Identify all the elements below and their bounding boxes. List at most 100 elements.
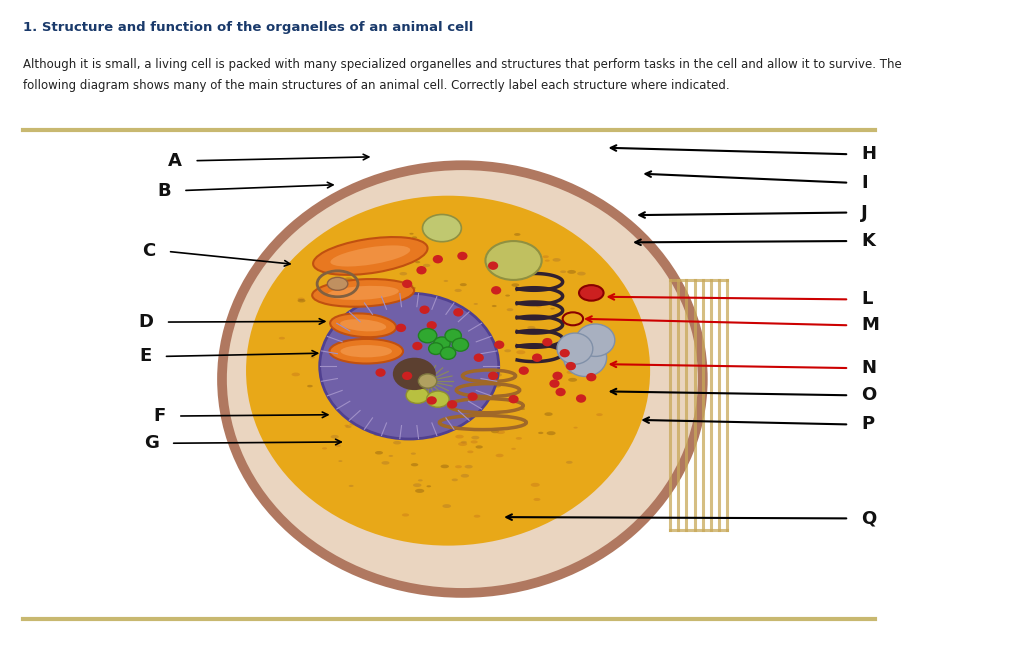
Ellipse shape [422,264,431,267]
Ellipse shape [440,227,444,229]
Ellipse shape [436,386,442,389]
Ellipse shape [504,349,512,353]
Ellipse shape [542,255,549,258]
Ellipse shape [402,513,409,516]
Ellipse shape [564,339,607,376]
Ellipse shape [448,376,453,379]
Ellipse shape [328,362,338,365]
Ellipse shape [516,437,522,440]
Ellipse shape [455,465,462,469]
Ellipse shape [390,375,398,378]
Ellipse shape [552,258,561,262]
Ellipse shape [407,357,414,360]
Ellipse shape [527,326,535,330]
Ellipse shape [396,324,406,332]
Ellipse shape [574,426,578,428]
Ellipse shape [517,350,526,354]
Ellipse shape [481,350,489,354]
Ellipse shape [533,498,540,501]
Ellipse shape [434,337,450,350]
Ellipse shape [492,305,496,307]
Ellipse shape [512,448,516,450]
Ellipse shape [550,308,554,310]
Ellipse shape [474,303,478,305]
Ellipse shape [532,353,542,362]
Ellipse shape [531,483,540,487]
Ellipse shape [444,280,448,282]
Ellipse shape [568,378,577,382]
Ellipse shape [380,356,387,359]
Ellipse shape [480,362,485,364]
Ellipse shape [464,465,473,469]
Text: D: D [138,313,153,331]
Ellipse shape [375,451,383,454]
Ellipse shape [345,424,349,426]
Ellipse shape [459,283,466,286]
Ellipse shape [464,382,471,385]
Ellipse shape [462,367,472,371]
Ellipse shape [453,351,459,354]
Ellipse shape [545,260,549,262]
Text: C: C [142,242,155,260]
Ellipse shape [406,388,429,403]
Ellipse shape [508,395,519,403]
Text: E: E [139,347,151,365]
Ellipse shape [370,378,374,380]
Ellipse shape [494,341,504,349]
Ellipse shape [576,324,615,356]
Ellipse shape [472,436,480,439]
Ellipse shape [381,435,386,437]
Ellipse shape [372,246,380,249]
Ellipse shape [488,262,498,270]
Ellipse shape [222,165,703,593]
Ellipse shape [345,277,353,281]
Ellipse shape [340,341,345,344]
Ellipse shape [468,393,478,400]
Ellipse shape [567,371,574,374]
Ellipse shape [491,430,499,434]
Ellipse shape [449,372,455,375]
Ellipse shape [428,222,436,226]
Ellipse shape [510,410,516,411]
Ellipse shape [375,368,386,377]
Ellipse shape [515,233,521,236]
Ellipse shape [506,308,514,311]
Ellipse shape [425,358,432,361]
Ellipse shape [399,363,405,365]
Text: L: L [861,290,873,308]
Ellipse shape [458,442,468,446]
Ellipse shape [598,325,603,327]
Ellipse shape [544,412,552,416]
Text: J: J [861,203,869,222]
Ellipse shape [400,297,408,301]
Text: F: F [153,407,166,425]
Ellipse shape [343,364,350,367]
Ellipse shape [462,364,470,367]
Ellipse shape [522,246,529,249]
Ellipse shape [470,327,478,330]
Ellipse shape [330,435,339,439]
Ellipse shape [566,461,573,464]
Ellipse shape [480,411,486,414]
Ellipse shape [399,272,407,275]
Ellipse shape [374,373,382,375]
Ellipse shape [457,382,465,386]
Ellipse shape [452,373,457,376]
Ellipse shape [349,329,356,332]
Circle shape [327,277,348,290]
Ellipse shape [343,324,351,328]
Ellipse shape [346,425,352,428]
Ellipse shape [422,381,431,385]
Ellipse shape [409,233,413,235]
Ellipse shape [546,431,555,435]
Ellipse shape [481,388,485,389]
Ellipse shape [586,373,596,381]
Ellipse shape [452,314,458,316]
Ellipse shape [419,365,425,367]
Text: I: I [861,174,868,192]
Ellipse shape [446,422,450,424]
Ellipse shape [382,461,390,465]
Ellipse shape [459,308,468,312]
Ellipse shape [458,390,463,392]
Ellipse shape [495,454,503,457]
